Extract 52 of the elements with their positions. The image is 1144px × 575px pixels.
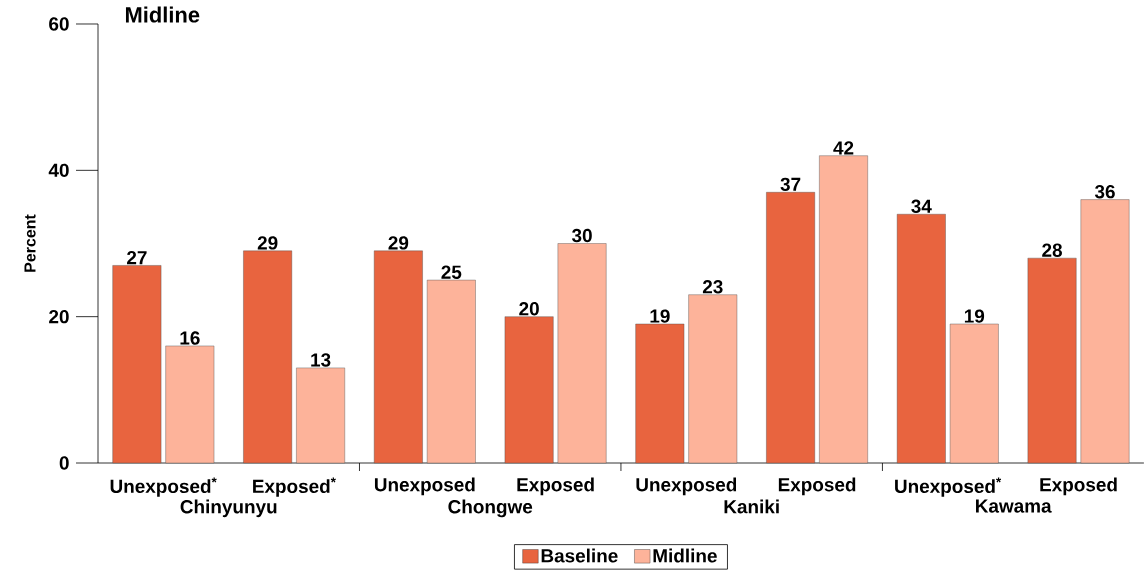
- x-tick-label: Exposed: [517, 477, 594, 496]
- data-label: 25: [441, 265, 462, 279]
- x-tick-label: Unexposed$^{*}$: [895, 477, 1002, 497]
- bar: [426, 279, 476, 464]
- legend-label: Baseline: [541, 548, 618, 563]
- x-tick-label: Exposed: [778, 477, 856, 496]
- legend-label: Midline: [653, 548, 717, 563]
- bar: [557, 243, 607, 464]
- bar: [1027, 257, 1077, 464]
- text: Chinyunyu: [180, 499, 277, 518]
- x-tick-label: Exposed$^{*}$: [253, 477, 336, 497]
- data-label: 27: [127, 251, 147, 265]
- y-tick-label: 40: [48, 163, 69, 178]
- data-label: 20: [519, 302, 539, 316]
- data-label: 13: [311, 353, 331, 367]
- y-tick-label: 0: [59, 456, 69, 470]
- x-tick-label: Unexposed$^{*}$: [110, 477, 217, 497]
- data-label: 19: [650, 309, 670, 323]
- data-label: 28: [1042, 243, 1062, 257]
- bar: [819, 155, 868, 464]
- data-label: 34: [911, 199, 932, 214]
- text: Kaniki: [724, 499, 779, 514]
- bar: [112, 265, 162, 464]
- data-label: 19: [964, 309, 985, 323]
- bar: [243, 250, 293, 464]
- bar: [766, 192, 815, 464]
- text: Kawama: [976, 499, 1052, 513]
- y-tick-label: 20: [49, 309, 69, 324]
- y-tick-label: 60: [49, 17, 69, 31]
- data-label: 29: [257, 236, 278, 250]
- bar: [688, 294, 738, 464]
- x-tick-label: Unexposed: [374, 477, 475, 496]
- data-label: 29: [388, 236, 409, 250]
- bar: [635, 323, 685, 464]
- bar: [504, 316, 554, 464]
- data-label: 30: [571, 228, 592, 243]
- y-axis-title: Percent: [24, 214, 36, 272]
- text: Chongwe: [448, 499, 533, 518]
- x-tick-label: Unexposed: [636, 477, 737, 496]
- bar: [296, 367, 345, 464]
- bar: [1080, 199, 1130, 464]
- bar: [165, 345, 215, 464]
- data-label: 36: [1094, 184, 1115, 199]
- bar: [896, 214, 946, 464]
- data-label: 37: [780, 177, 801, 192]
- data-label: 42: [833, 141, 854, 155]
- data-label: 23: [702, 280, 723, 294]
- chart-title: Midline: [125, 6, 200, 23]
- data-label: 16: [180, 331, 200, 345]
- x-tick-label: Exposed: [1040, 477, 1117, 496]
- bar: [949, 323, 999, 464]
- bar: [373, 250, 423, 464]
